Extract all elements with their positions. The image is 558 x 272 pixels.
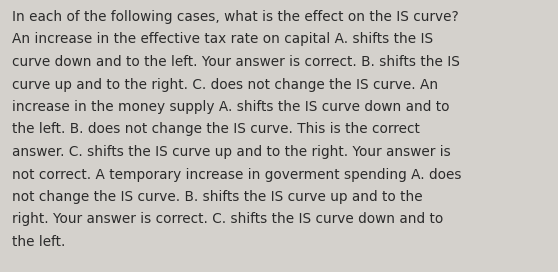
Text: not correct. A temporary increase in goverment spending A. does: not correct. A temporary increase in gov… bbox=[12, 168, 461, 181]
Text: curve down and to the left. Your answer is correct. B. shifts the IS: curve down and to the left. Your answer … bbox=[12, 55, 460, 69]
Text: increase in the money supply A. shifts the IS curve down and to: increase in the money supply A. shifts t… bbox=[12, 100, 450, 114]
Text: not change the IS curve. B. shifts the IS curve up and to the: not change the IS curve. B. shifts the I… bbox=[12, 190, 422, 204]
Text: In each of the following​ cases, what is the effect on the IS​ curve?: In each of the following​ cases, what is… bbox=[12, 10, 459, 24]
Text: the left.: the left. bbox=[12, 235, 65, 249]
Text: right. Your answer is correct. C. shifts the IS curve down and to: right. Your answer is correct. C. shifts… bbox=[12, 212, 443, 227]
Text: curve up and to the right. C. does not change the IS curve. An: curve up and to the right. C. does not c… bbox=[12, 78, 438, 91]
Text: answer. C. shifts the IS curve up and to the right. Your answer is: answer. C. shifts the IS curve up and to… bbox=[12, 145, 451, 159]
Text: the left. B. does not change the IS curve. This is the correct: the left. B. does not change the IS curv… bbox=[12, 122, 420, 137]
Text: An increase in the effective tax rate on capital A. shifts the IS: An increase in the effective tax rate on… bbox=[12, 32, 433, 47]
